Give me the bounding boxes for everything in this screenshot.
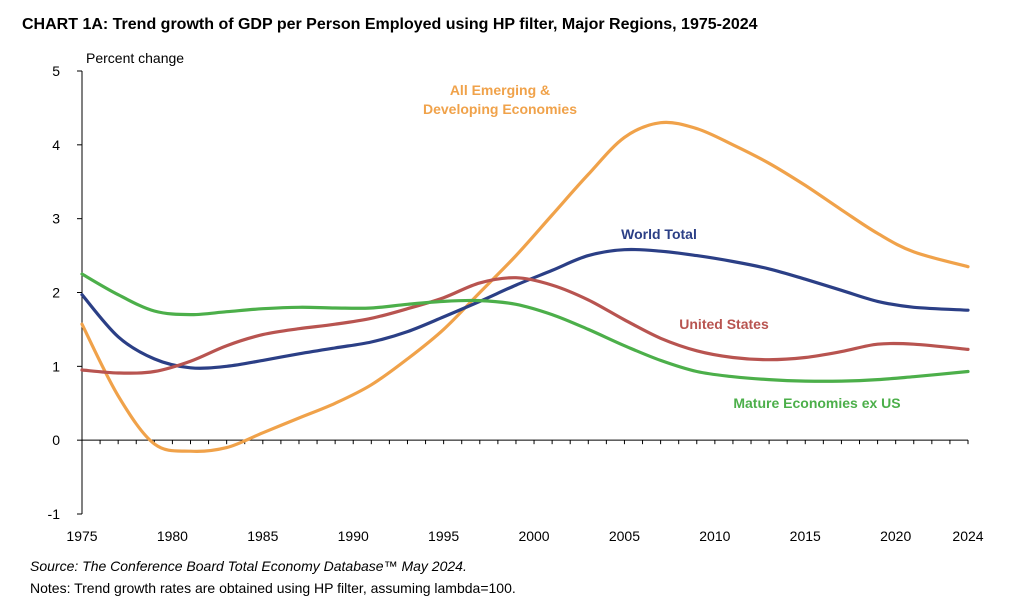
series-label-world-total: World Total bbox=[621, 226, 697, 242]
y-tick-label: 2 bbox=[52, 285, 60, 301]
x-tick-label: 1975 bbox=[66, 528, 97, 544]
y-tick-label: -1 bbox=[48, 506, 61, 522]
x-tick-label: 2000 bbox=[518, 528, 549, 544]
axes: 5 4 3 2 1 0 -1 1975 1980 1985 1990 1995 2000 2005 2010… bbox=[48, 50, 984, 544]
x-tick-label: 2015 bbox=[790, 528, 821, 544]
x-tick-label: 2010 bbox=[699, 528, 730, 544]
x-tick-label: 1980 bbox=[157, 528, 188, 544]
source-note: Source: The Conference Board Total Econo… bbox=[30, 558, 467, 574]
y-tick-label: 1 bbox=[52, 358, 60, 374]
series-label-emerging-developing: All Emerging & Developing Economies bbox=[423, 82, 577, 117]
series-line-mature-ex-us bbox=[80, 272, 970, 383]
y-tick-label: 5 bbox=[52, 63, 60, 79]
labels-layer: All Emerging & Developing Economies World … bbox=[423, 82, 901, 411]
x-tick-label: 2024 bbox=[952, 528, 983, 544]
y-axis-label: Percent change bbox=[86, 50, 184, 66]
series-layer bbox=[80, 120, 970, 453]
x-tick-label: 1985 bbox=[247, 528, 278, 544]
series-label-united-states: United States bbox=[679, 316, 769, 332]
y-tick-label: 0 bbox=[52, 432, 60, 448]
series-line-united-states bbox=[80, 276, 970, 375]
notes: Notes: Trend growth rates are obtained u… bbox=[30, 580, 516, 596]
y-tick-label: 3 bbox=[52, 211, 60, 227]
series-line-world-total bbox=[80, 247, 970, 370]
y-tick-label: 4 bbox=[52, 137, 60, 153]
x-tick-label: 1995 bbox=[428, 528, 459, 544]
series-label-mature-ex-us: Mature Economies ex US bbox=[733, 395, 900, 411]
chart-title: CHART 1A: Trend growth of GDP per Person… bbox=[22, 16, 758, 33]
x-tick-label: 1990 bbox=[338, 528, 369, 544]
x-tick-label: 2005 bbox=[609, 528, 640, 544]
series-line-emerging-developing bbox=[80, 120, 970, 453]
x-tick-label: 2020 bbox=[880, 528, 911, 544]
